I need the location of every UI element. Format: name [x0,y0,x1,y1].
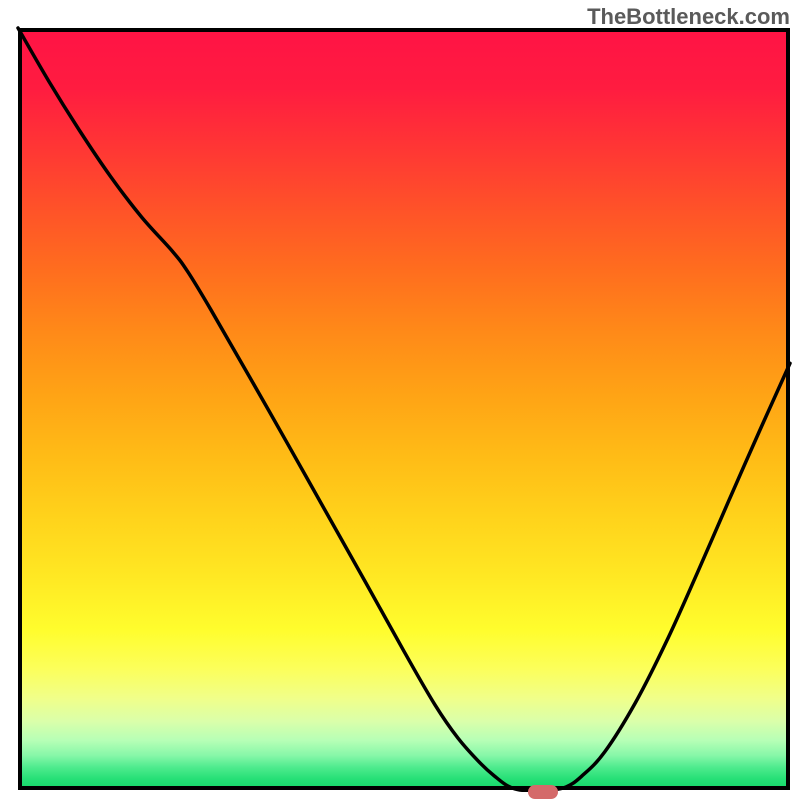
chart-svg [0,0,800,800]
bottleneck-curve [18,28,790,790]
chart-container: TheBottleneck.com [0,0,800,800]
watermark-label: TheBottleneck.com [587,4,790,30]
min-marker [528,785,558,799]
min-marker-pill [528,785,558,799]
